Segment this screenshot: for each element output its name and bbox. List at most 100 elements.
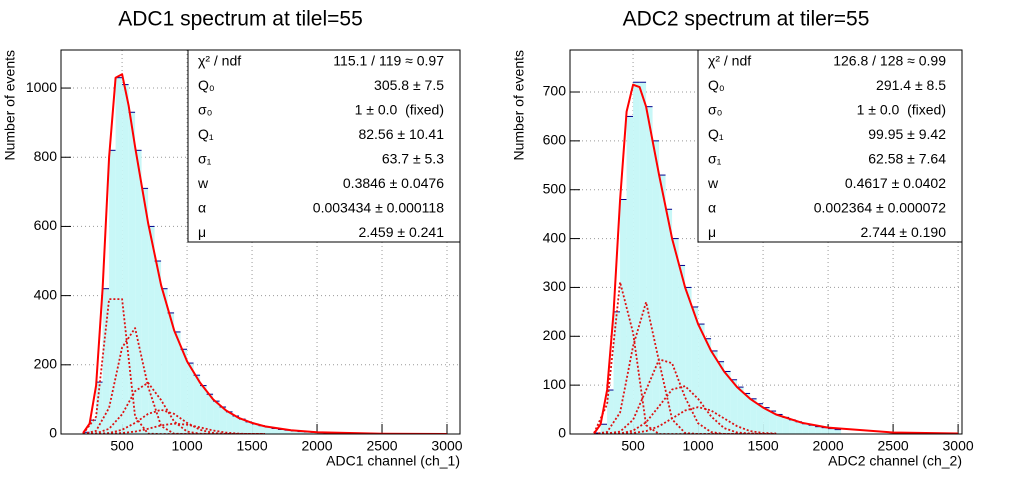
bar <box>789 419 796 434</box>
x-tick-label: 3000 <box>431 438 462 454</box>
x-tick-label: 2500 <box>878 438 909 454</box>
bar <box>607 390 614 434</box>
bar <box>730 379 738 434</box>
bar <box>828 428 835 434</box>
bar <box>83 432 90 434</box>
y-tick-label: 600 <box>34 217 58 233</box>
bar <box>821 427 829 434</box>
stats-label: w <box>197 175 209 191</box>
bar <box>717 361 725 434</box>
x-tick-label: 1000 <box>682 438 713 454</box>
bar <box>782 417 790 434</box>
bar <box>239 419 246 434</box>
bar <box>633 82 640 434</box>
y-tick-label: 400 <box>34 286 58 302</box>
x-tick-label: 2500 <box>366 438 397 454</box>
y-axis-label: Number of events <box>511 50 527 161</box>
bar <box>698 324 705 434</box>
bar <box>639 82 647 434</box>
stats-value: 0.3846 ± 0.0476 <box>343 175 444 191</box>
stats-box <box>697 49 963 243</box>
bar <box>743 393 751 434</box>
stats-value: 62.58 ± 7.64 <box>868 151 946 167</box>
y-tick-label: 600 <box>543 132 567 148</box>
bar <box>769 411 777 434</box>
stats-value: 0.4617 ± 0.0402 <box>845 175 946 191</box>
bar <box>304 431 311 434</box>
stats-label: μ <box>708 224 716 240</box>
bar <box>213 401 220 434</box>
stats-label: Q₁ <box>708 126 724 142</box>
bar <box>102 288 110 434</box>
bar <box>763 407 770 434</box>
y-tick-label: 500 <box>543 180 567 196</box>
component-curve <box>83 408 265 434</box>
stats-label: σ₁ <box>198 151 212 167</box>
bar <box>232 416 240 434</box>
x-tick-label: 1500 <box>747 438 778 454</box>
bar <box>815 426 822 434</box>
panel: 500 1000 1500 2000 2500 3000 0 200 400 600 800 1000… <box>2 8 463 469</box>
y-tick-label: 400 <box>543 229 567 245</box>
y-tick-label: 800 <box>34 148 58 164</box>
stats-value: 99.95 ± 9.42 <box>868 126 946 142</box>
bar <box>89 420 97 434</box>
bar <box>620 199 627 434</box>
bar <box>148 226 155 434</box>
stats-label: α <box>198 200 206 216</box>
x-tick-label: 2000 <box>301 438 332 454</box>
bar <box>96 382 103 434</box>
y-tick-label: 200 <box>34 356 58 372</box>
bar <box>284 430 292 434</box>
x-tick-label: 1500 <box>236 438 267 454</box>
component-curve <box>594 358 777 434</box>
bar <box>704 338 712 434</box>
bar <box>265 427 272 434</box>
stats-label: w <box>707 175 719 191</box>
stats-label: Q₀ <box>198 77 215 93</box>
bar <box>613 311 621 434</box>
stats-value: 291.4 ± 8.5 <box>876 77 946 93</box>
bar <box>174 331 181 434</box>
fit-curve <box>593 83 959 434</box>
stats-label: σ₀ <box>708 102 723 118</box>
bar <box>646 106 653 434</box>
x-tick-label: 1000 <box>171 438 202 454</box>
bar <box>161 288 168 434</box>
chart-title: ADC2 spectrum at tiler=55 <box>623 8 870 31</box>
bar <box>245 421 253 434</box>
bar <box>219 407 227 434</box>
component-curve <box>83 422 265 434</box>
bar <box>122 84 129 434</box>
stats-label: μ <box>198 224 206 240</box>
stats-label: χ² / ndf <box>198 53 241 69</box>
bar <box>115 77 123 434</box>
stats-label: χ² / ndf <box>708 53 751 69</box>
stats-value: 0.002364 ± 0.000072 <box>814 200 946 216</box>
y-tick-label: 300 <box>543 278 567 294</box>
bar <box>795 421 803 434</box>
component-curve <box>82 298 265 434</box>
stats-box <box>187 49 461 243</box>
bar <box>678 265 686 434</box>
bar <box>291 430 298 434</box>
bar <box>154 261 162 434</box>
stats-label: α <box>708 200 716 216</box>
bar <box>278 429 285 434</box>
component-curve <box>594 406 777 434</box>
component-curve <box>83 381 265 434</box>
bar <box>200 385 207 434</box>
stats-value: 63.7 ± 5.3 <box>382 151 444 167</box>
bar <box>206 394 214 434</box>
plot-area <box>581 81 959 434</box>
bar <box>691 306 699 434</box>
bar <box>167 312 175 434</box>
stats-label: Q₁ <box>198 126 214 142</box>
bar <box>193 375 201 434</box>
x-tick-label: 3000 <box>943 438 974 454</box>
bar <box>109 150 116 434</box>
x-axis-label: ADC2 channel (ch_2) <box>828 453 962 469</box>
bar <box>252 423 259 434</box>
bar <box>226 411 233 434</box>
